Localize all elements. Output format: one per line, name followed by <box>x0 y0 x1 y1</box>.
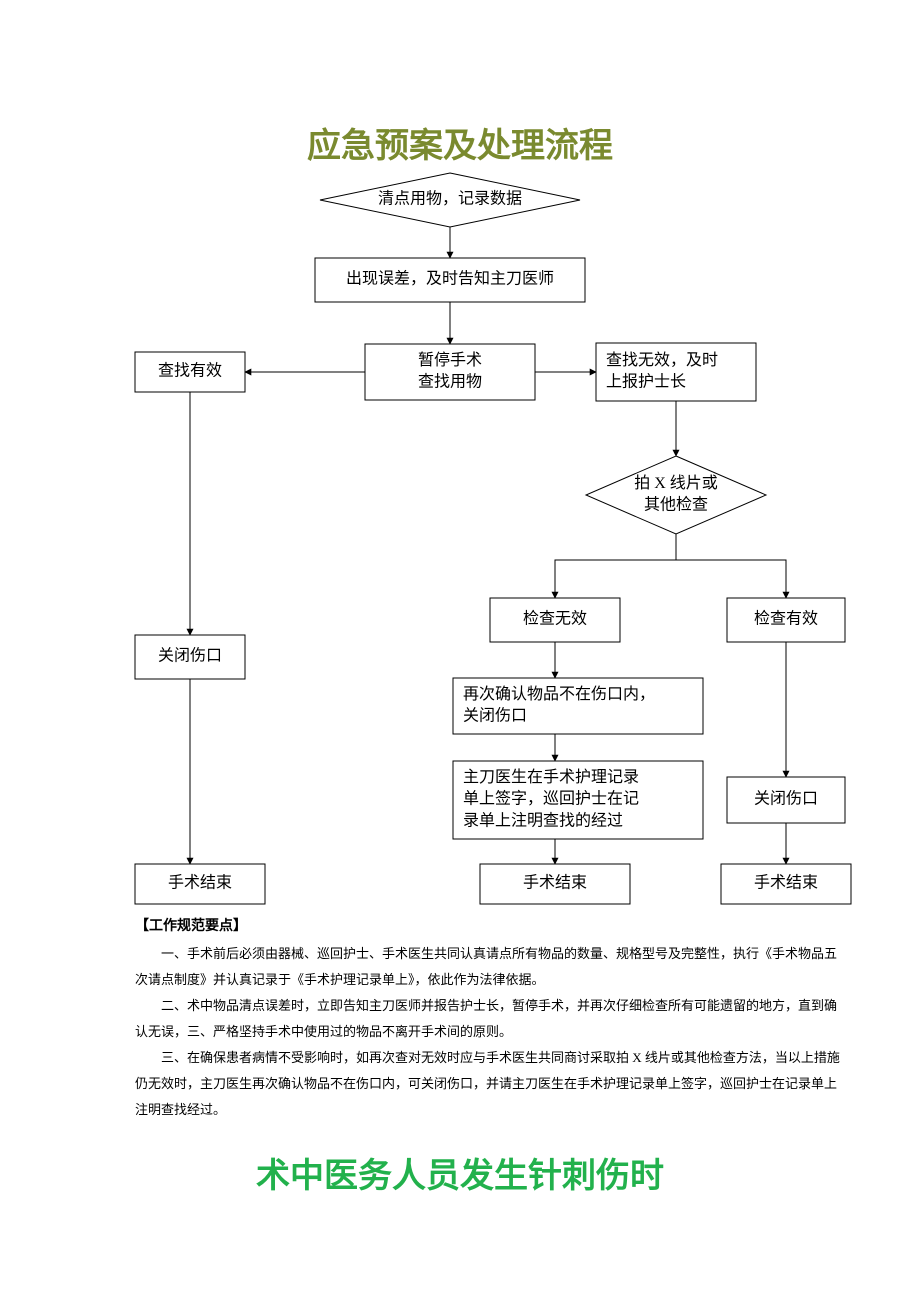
svg-text:上报护士长: 上报护士长 <box>606 372 686 390</box>
svg-text:检查有效: 检查有效 <box>754 610 818 628</box>
svg-text:拍 X 线片或: 拍 X 线片或 <box>634 474 718 492</box>
svg-text:关闭伤口: 关闭伤口 <box>463 706 527 724</box>
svg-text:再次确认物品不在伤口内，: 再次确认物品不在伤口内， <box>463 685 655 703</box>
svg-text:手术结束: 手术结束 <box>754 874 818 892</box>
svg-text:查找无效，及时: 查找无效，及时 <box>606 351 718 369</box>
svg-text:录单上注明查找的经过: 录单上注明查找的经过 <box>463 811 623 829</box>
svg-text:关闭伤口: 关闭伤口 <box>158 647 222 665</box>
svg-text:主刀医生在手术护理记录: 主刀医生在手术护理记录 <box>463 768 639 786</box>
svg-text:手术结束: 手术结束 <box>168 874 232 892</box>
svg-text:其他检查: 其他检查 <box>644 495 708 513</box>
svg-text:单上签字，巡回护士在记: 单上签字，巡回护士在记 <box>463 790 639 808</box>
svg-text:手术结束: 手术结束 <box>523 874 587 892</box>
svg-text:暂停手术: 暂停手术 <box>418 351 482 369</box>
svg-text:检查无效: 检查无效 <box>523 610 587 628</box>
svg-text:查找有效: 查找有效 <box>158 362 222 380</box>
work-spec-p2: 二、术中物品清点误差时，立即告知主刀医师并报告护士长，暂停手术，并再次仔细检查所… <box>135 993 845 1045</box>
work-spec-section: 【工作规范要点】 一、手术前后必须由器械、巡回护士、手术医生共同认真请点所有物品… <box>135 913 845 1123</box>
work-spec-heading: 【工作规范要点】 <box>135 913 845 941</box>
page: 应急预案及处理流程 清点用物，记录数据出现误差，及时告知主刀医师暂停手术查找用物… <box>0 0 920 1302</box>
svg-text:关闭伤口: 关闭伤口 <box>754 790 818 808</box>
svg-text:清点用物，记录数据: 清点用物，记录数据 <box>378 190 522 208</box>
svg-text:出现误差，及时告知主刀医师: 出现误差，及时告知主刀医师 <box>346 270 554 288</box>
work-spec-p1: 一、手术前后必须由器械、巡回护士、手术医生共同认真请点所有物品的数量、规格型号及… <box>135 941 845 993</box>
work-spec-p3: 三、在确保患者病情不受影响时，如再次查对无效时应与手术医生共同商讨采取拍 X 线… <box>135 1045 845 1123</box>
flowchart: 清点用物，记录数据出现误差，及时告知主刀医师暂停手术查找用物 查找有效 查找无效，及… <box>0 0 920 910</box>
svg-text:查找用物: 查找用物 <box>418 372 482 390</box>
sub-title: 术中医务人员发生针刺伤时 <box>0 1148 920 1197</box>
